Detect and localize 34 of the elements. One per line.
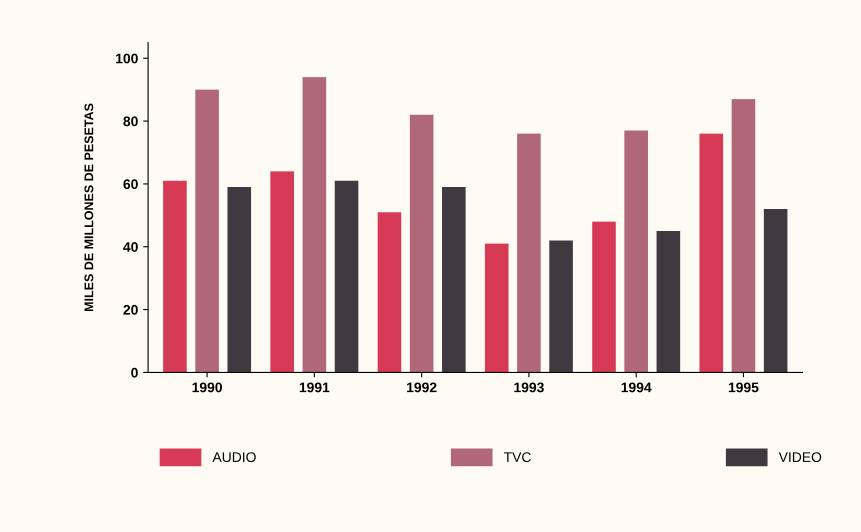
x-tick-label: 1994 — [622, 382, 652, 392]
bar — [270, 171, 294, 372]
bar — [163, 180, 187, 372]
y-tick-label: 80 — [123, 116, 138, 126]
bar — [442, 187, 466, 372]
y-tick-label: 100 — [116, 54, 138, 64]
y-tick-label: 20 — [123, 304, 138, 315]
bar — [227, 187, 252, 372]
bar — [195, 90, 219, 372]
x-tick-label: 1993 — [514, 382, 544, 392]
bar — [549, 240, 573, 372]
bar — [410, 114, 434, 372]
y-axis-title: MILES DE MILLONES DE PESETAS — [84, 104, 94, 312]
bar — [484, 244, 509, 372]
y-tick-label: 60 — [123, 179, 138, 190]
bar — [732, 99, 756, 372]
bar — [592, 222, 616, 372]
x-tick-label: 1995 — [728, 382, 759, 392]
legend-label: VIDEO — [778, 452, 822, 462]
bar — [302, 77, 326, 372]
bar — [334, 180, 358, 372]
y-tick-label: 0 — [131, 368, 138, 378]
bar — [656, 231, 680, 372]
x-tick-label: 1990 — [192, 382, 222, 392]
bar — [378, 212, 402, 372]
bar — [764, 209, 788, 372]
legend-label: TVC — [504, 452, 531, 462]
bar — [624, 130, 648, 372]
x-tick-label: 1992 — [407, 382, 437, 392]
legend-label: AUDIO — [212, 452, 256, 462]
x-tick-label: 1991 — [300, 382, 330, 392]
bar — [699, 134, 724, 372]
bar — [517, 134, 541, 372]
y-tick-label: 40 — [123, 242, 138, 252]
